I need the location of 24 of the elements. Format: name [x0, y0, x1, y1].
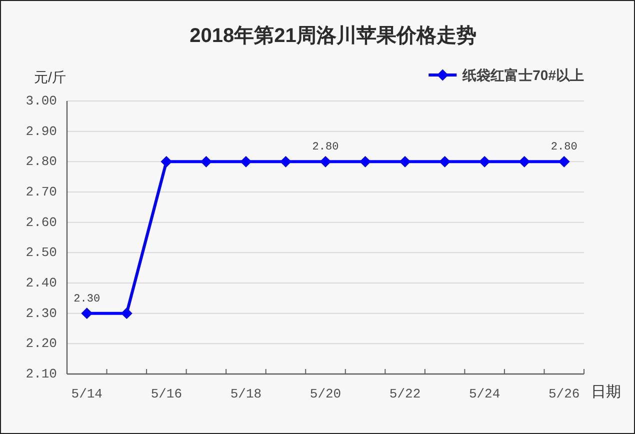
y-tick-label: 2.20 — [26, 336, 57, 352]
x-tick-label: 5/14 — [71, 386, 103, 402]
x-tick-label: 5/22 — [389, 386, 421, 402]
y-tick-label: 2.50 — [26, 245, 57, 260]
legend-label: 纸袋红富士70#以上 — [462, 67, 584, 83]
chart-title: 2018年第21周洛川苹果价格走势 — [190, 25, 476, 47]
y-tick-label: 2.10 — [26, 366, 57, 382]
data-label: 2.80 — [550, 142, 578, 154]
y-axis-title: 元/斤 — [34, 69, 66, 85]
y-tick-label: 3.00 — [26, 94, 57, 108]
x-tick-label: 5/26 — [548, 386, 580, 402]
x-tick-label: 5/20 — [310, 386, 342, 402]
data-label: 2.30 — [74, 293, 100, 306]
y-tick-label: 2.30 — [26, 306, 57, 321]
x-tick-label: 5/16 — [150, 386, 182, 402]
y-tick-label: 2.80 — [26, 154, 57, 170]
y-tick-label: 2.60 — [26, 214, 57, 230]
x-axis-title: 日期 — [591, 384, 621, 400]
y-tick-label: 2.40 — [26, 276, 57, 290]
data-label: 2.80 — [312, 142, 339, 154]
y-tick-label: 2.90 — [26, 124, 57, 139]
x-tick-label: 5/24 — [468, 386, 500, 402]
x-tick-label: 5/18 — [230, 386, 262, 402]
y-tick-label: 2.70 — [26, 184, 57, 200]
